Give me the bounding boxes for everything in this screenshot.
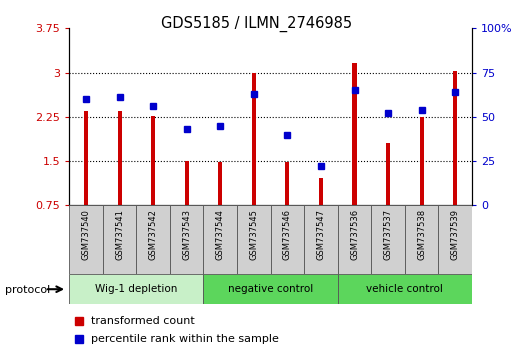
Bar [338, 274, 472, 304]
Text: GSM737547: GSM737547 [317, 209, 325, 260]
Bar [69, 205, 103, 274]
Bar [371, 205, 405, 274]
Text: GSM737544: GSM737544 [216, 209, 225, 259]
Text: GSM737536: GSM737536 [350, 209, 359, 260]
Text: GSM737542: GSM737542 [149, 209, 157, 259]
Bar [386, 143, 390, 205]
Text: GSM737540: GSM737540 [82, 209, 90, 259]
Bar [453, 72, 457, 205]
Text: GSM737546: GSM737546 [283, 209, 292, 260]
Bar [170, 205, 204, 274]
Bar [285, 162, 289, 205]
Text: vehicle control: vehicle control [366, 284, 443, 295]
Text: protocol: protocol [5, 285, 50, 295]
Bar [136, 205, 170, 274]
Bar [352, 63, 357, 205]
Text: negative control: negative control [228, 284, 313, 295]
Text: GSM737543: GSM737543 [182, 209, 191, 260]
Text: GSM737539: GSM737539 [451, 209, 460, 260]
Text: GDS5185 / ILMN_2746985: GDS5185 / ILMN_2746985 [161, 16, 352, 32]
Text: transformed count: transformed count [91, 316, 195, 326]
Bar [185, 161, 189, 205]
Text: GSM737545: GSM737545 [249, 209, 259, 259]
Bar [237, 205, 271, 274]
Bar [439, 205, 472, 274]
Bar [304, 205, 338, 274]
Bar [69, 274, 204, 304]
Text: GSM737537: GSM737537 [384, 209, 392, 260]
Text: Wig-1 depletion: Wig-1 depletion [95, 284, 177, 295]
Text: GSM737541: GSM737541 [115, 209, 124, 259]
Bar [84, 111, 88, 205]
Bar [204, 205, 237, 274]
Bar [405, 205, 439, 274]
Bar [151, 116, 155, 205]
Bar [420, 117, 424, 205]
Bar [252, 73, 256, 205]
Bar [338, 205, 371, 274]
Bar [319, 178, 323, 205]
Text: GSM737538: GSM737538 [417, 209, 426, 260]
Text: percentile rank within the sample: percentile rank within the sample [91, 334, 279, 344]
Bar [204, 274, 338, 304]
Bar [103, 205, 136, 274]
Bar [218, 162, 222, 205]
Bar [117, 111, 122, 205]
Bar [271, 205, 304, 274]
